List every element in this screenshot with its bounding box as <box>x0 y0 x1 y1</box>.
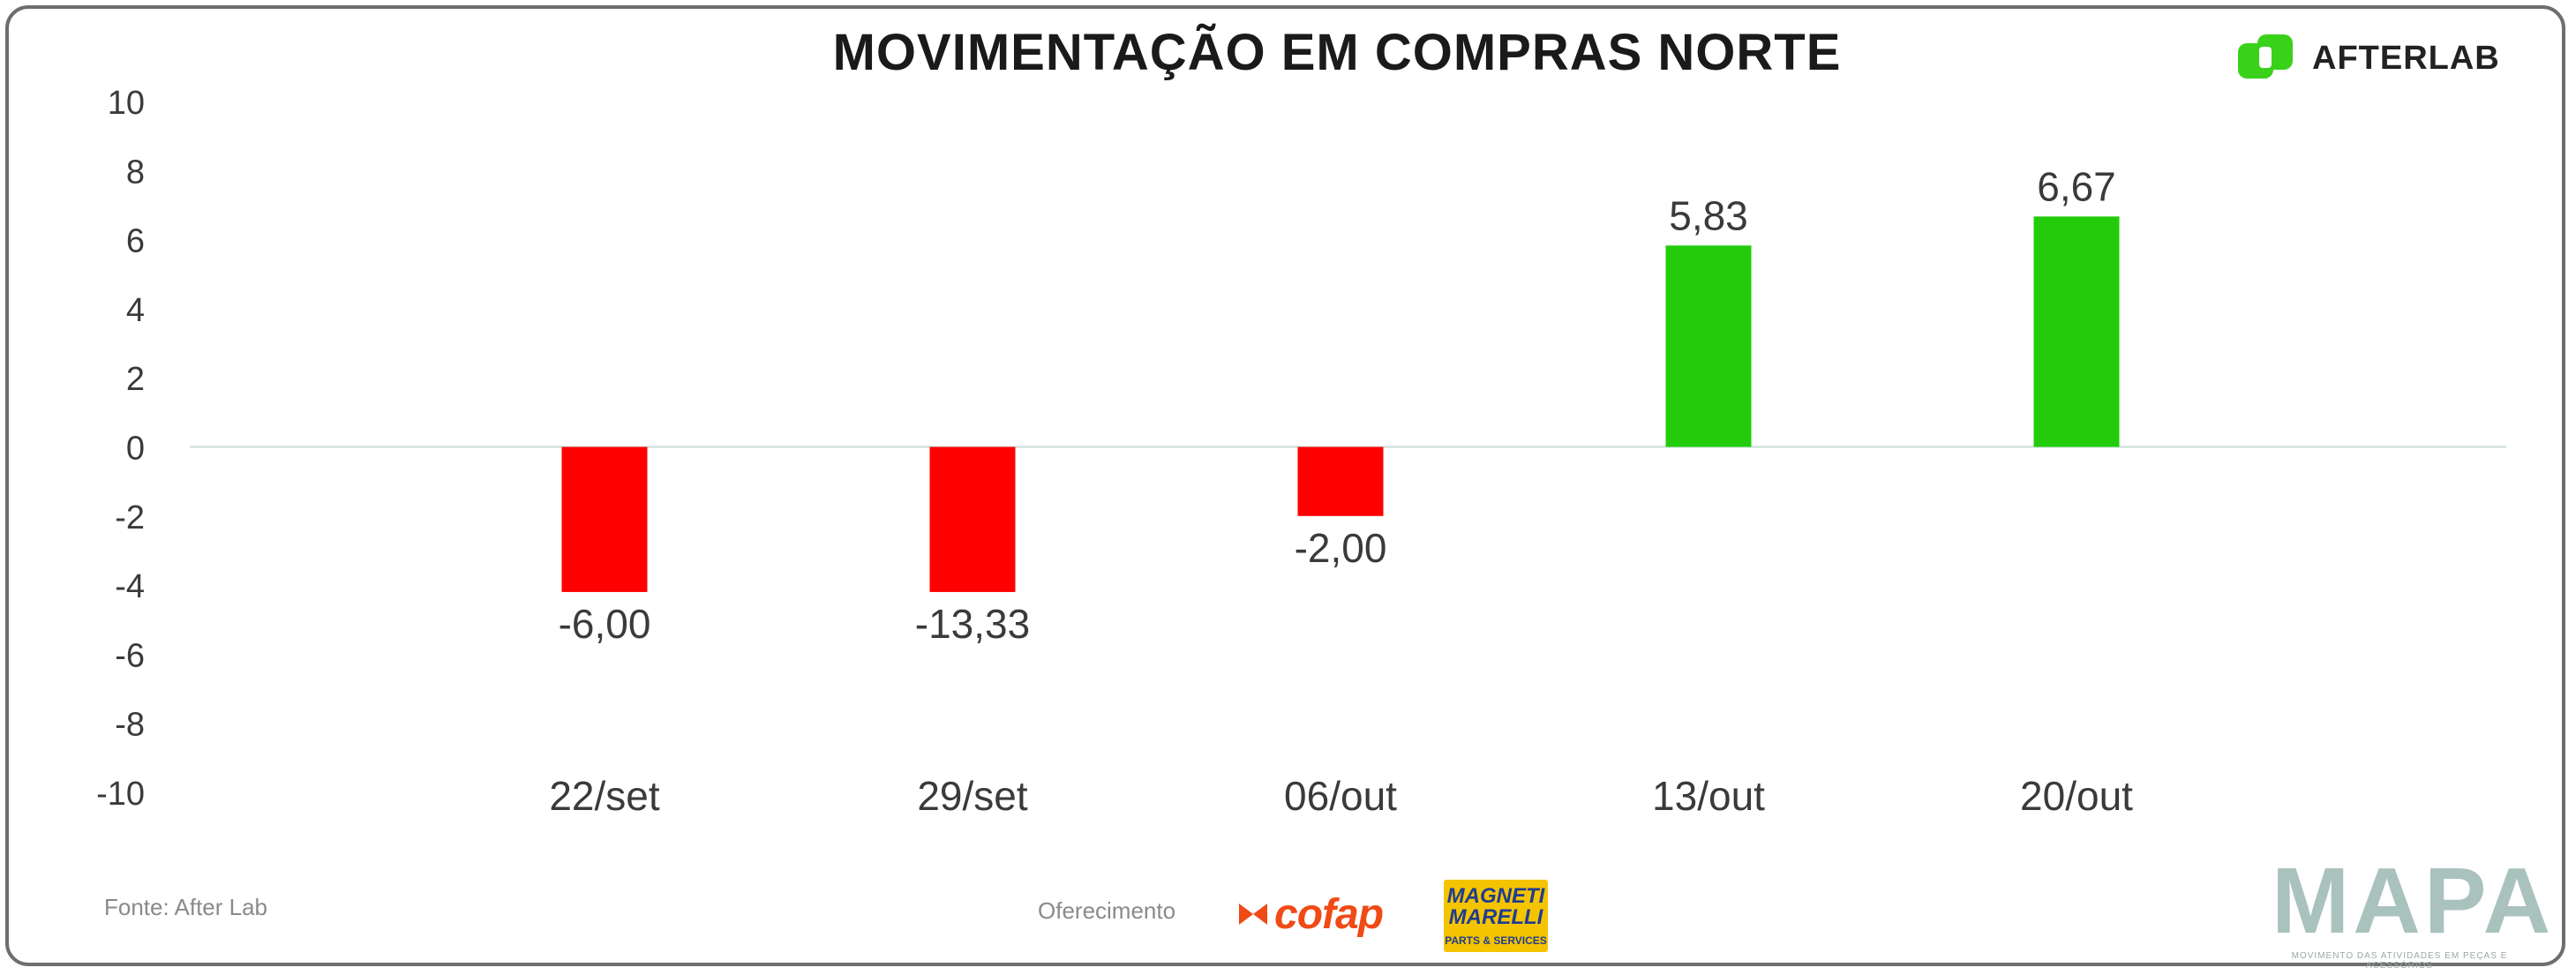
magneti-marelli-logo: MAGNETI MARELLI PARTS & SERVICES <box>1444 880 1548 952</box>
afterlab-logo-text: AFTERLAB <box>2312 39 2500 77</box>
data-label: -6,00 <box>559 601 651 647</box>
source-note: Fonte: After Lab <box>104 894 268 920</box>
y-tick-label: 2 <box>126 361 145 398</box>
magneti-line2: MARELLI <box>1448 905 1543 929</box>
bar <box>1665 245 1752 447</box>
sponsor-label: Oferecimento <box>1038 897 1176 924</box>
y-tick-label: -10 <box>96 776 145 813</box>
x-tick-label: 29/set <box>917 773 1028 819</box>
data-label: 6,67 <box>2037 163 2116 209</box>
y-tick-label: 0 <box>126 431 145 468</box>
mapa-logo: MAPA MOVIMENTO DAS ATIVIDADES EM PEÇAS E… <box>2272 849 2555 971</box>
bar <box>2033 216 2120 447</box>
y-tick-label: -4 <box>115 568 145 605</box>
afterlab-logo-icon <box>2238 34 2293 79</box>
chart-frame <box>5 5 2565 966</box>
magneti-line3: PARTS & SERVICES <box>1445 934 1547 947</box>
x-tick-label: 22/set <box>549 773 660 819</box>
bar <box>1297 446 1384 516</box>
mapa-logo-word: MAPA <box>2272 849 2555 953</box>
chart-title: MOVIMENTAÇÃO EM COMPRAS NORTE <box>832 24 1842 81</box>
y-tick-label: -6 <box>115 637 145 674</box>
y-tick-label: -2 <box>115 499 145 536</box>
cofap-logo: cofap <box>1235 888 1384 941</box>
y-tick-label: -8 <box>115 707 145 744</box>
y-tick-label: 8 <box>126 154 145 191</box>
cofap-logo-icon <box>1239 904 1267 925</box>
data-label: 5,83 <box>1669 192 1748 238</box>
mapa-logo-tagline: MOVIMENTO DAS ATIVIDADES EM PEÇAS E ACES… <box>2291 951 2508 971</box>
data-label: -13,33 <box>915 601 1030 647</box>
y-tick-label: 6 <box>126 223 145 260</box>
y-tick-label: 4 <box>126 292 145 329</box>
x-tick-label: 13/out <box>1652 773 1765 819</box>
data-label: -2,00 <box>1295 525 1387 571</box>
magneti-line1: MAGNETI <box>1446 884 1545 908</box>
afterlab-logo: AFTERLAB <box>2238 34 2500 83</box>
cofap-logo-text: cofap <box>1274 890 1384 938</box>
x-tick-label: 06/out <box>1284 773 1397 819</box>
bar <box>561 446 648 592</box>
x-tick-label: 20/out <box>2020 773 2133 819</box>
y-tick-label: 10 <box>108 85 145 122</box>
bar <box>929 446 1016 592</box>
